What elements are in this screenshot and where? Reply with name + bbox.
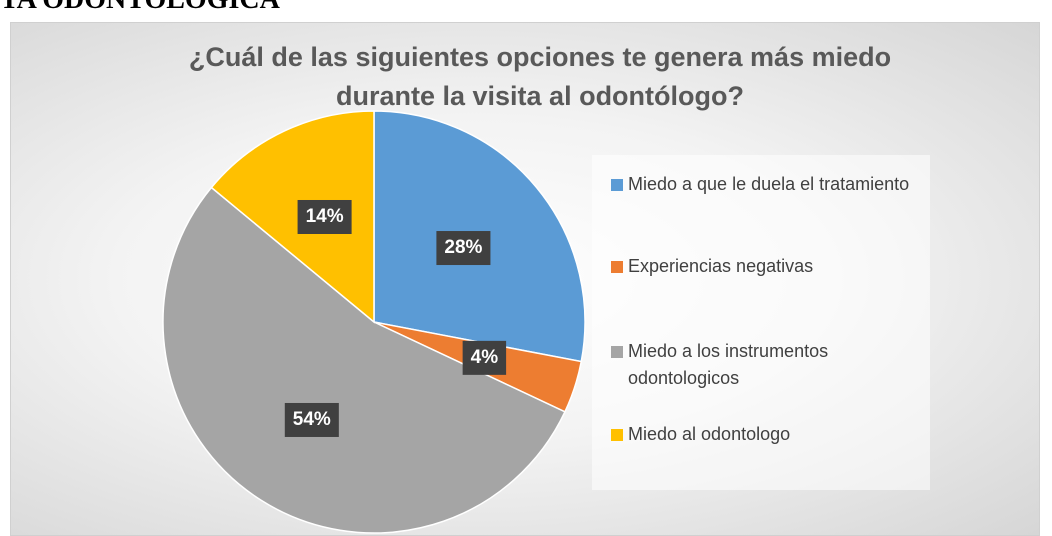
legend-label: Miedo a que le duela el tratamiento	[628, 174, 910, 194]
legend-swatch	[611, 429, 623, 441]
data-label: 54%	[284, 402, 339, 437]
legend-item: Miedo al odontologo	[611, 421, 918, 448]
legend-swatch	[611, 261, 623, 273]
legend-label: Miedo a los instrumentos odontologicos	[628, 341, 829, 388]
data-label-box	[436, 231, 491, 266]
data-label-box	[297, 199, 352, 234]
pie-slice	[162, 186, 566, 534]
data-label-box	[462, 340, 507, 375]
legend-swatch	[611, 346, 623, 358]
legend-label: Experiencias negativas	[628, 256, 814, 276]
chart-title: ¿Cuál de las siguientes opciones te gene…	[188, 42, 892, 111]
legend: Miedo a que le duela el tratamiento Exper…	[592, 155, 930, 490]
data-label-box	[284, 402, 339, 437]
data-label-text: 54%	[293, 409, 331, 430]
data-label: 28%	[436, 231, 491, 266]
data-label-text: 14%	[306, 206, 344, 227]
legend-item: Miedo a que le duela el tratamiento	[611, 171, 918, 198]
pie-slice	[210, 110, 375, 324]
data-label-text: 4%	[471, 347, 499, 368]
data-label-text: 28%	[444, 237, 482, 258]
legend-swatch	[611, 179, 623, 191]
data-label: 14%	[297, 199, 352, 234]
data-label: 4%	[462, 340, 507, 375]
legend-label: Miedo al odontologo	[628, 424, 791, 444]
legend-item: Miedo a los instrumentos odontologicos	[611, 338, 918, 392]
page-heading: TA ODONTOLOGICA	[0, 0, 280, 16]
legend-item: Experiencias negativas	[611, 253, 918, 280]
